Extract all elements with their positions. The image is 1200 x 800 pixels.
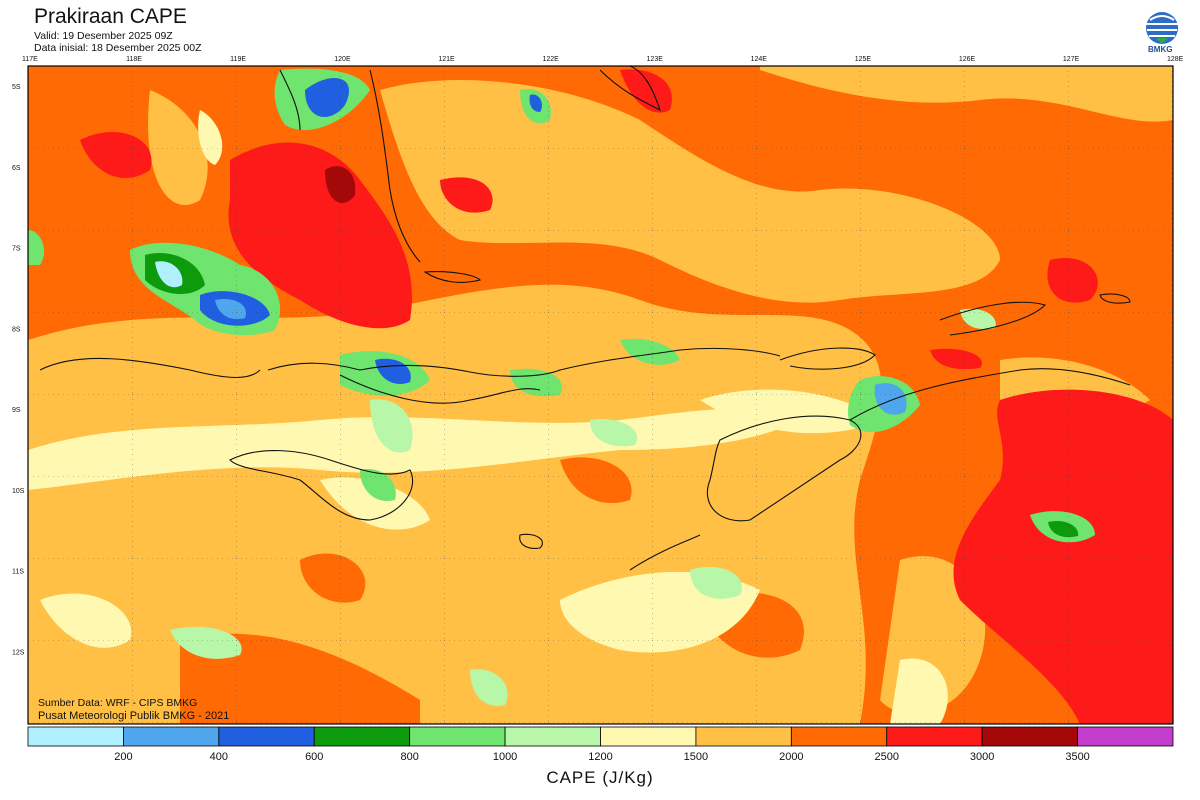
longitude-label: 121E bbox=[438, 56, 455, 63]
latitude-label: 12S bbox=[12, 649, 25, 656]
colorbar-tick-label: 1200 bbox=[588, 751, 612, 763]
colorbar-segment bbox=[504, 726, 601, 747]
longitude-label: 126E bbox=[959, 56, 976, 63]
longitude-label: 120E bbox=[334, 56, 351, 63]
colorbar-tick-label: 600 bbox=[305, 751, 323, 763]
colorbar-tick-label: 1500 bbox=[684, 751, 708, 763]
latitude-labels: 5S 6S 7S 8S 9S 10S 11S 12S bbox=[12, 84, 25, 656]
colorbar-segment bbox=[313, 726, 411, 747]
colorbar-segment bbox=[1077, 726, 1174, 747]
map-frame bbox=[27, 65, 1174, 725]
publisher-text: Pusat Meteorologi Publik BMKG - 2021 bbox=[38, 710, 230, 722]
longitude-label: 127E bbox=[1063, 56, 1080, 63]
latitude-label: 10S bbox=[12, 488, 25, 495]
colorbar-segment bbox=[27, 726, 124, 747]
data-source-text: Sumber Data: WRF - CIPS BMKG bbox=[38, 697, 198, 709]
latitude-label: 8S bbox=[12, 326, 21, 333]
colorbar-tick-label: 800 bbox=[400, 751, 418, 763]
colorbar-tick-label: 200 bbox=[114, 751, 132, 763]
map-title: Prakiraan CAPE bbox=[34, 5, 187, 28]
colorbar-segment bbox=[218, 726, 315, 747]
longitude-label: 124E bbox=[751, 56, 768, 63]
latitude-label: 11S bbox=[12, 569, 24, 576]
colorbar-tick-label: 2500 bbox=[875, 751, 899, 763]
longitude-label: 128E bbox=[1167, 56, 1184, 63]
longitude-label: 123E bbox=[647, 56, 664, 63]
colorbar-segment bbox=[123, 726, 220, 747]
longitude-label: 119E bbox=[230, 56, 246, 63]
colorbar-tick-label: 3500 bbox=[1065, 751, 1089, 763]
colorbar: 200 400 600 800 1000 1200 1500 2000 2500 3000 3500 bbox=[27, 726, 1174, 763]
colorbar-segment bbox=[600, 726, 697, 747]
colorbar-tick-label: 1000 bbox=[493, 751, 517, 763]
colorbar-segment bbox=[790, 726, 888, 747]
longitude-label: 118E bbox=[126, 56, 142, 63]
longitude-label: 125E bbox=[855, 56, 872, 63]
graticule bbox=[28, 66, 1173, 724]
colorbar-segment bbox=[886, 726, 983, 747]
valid-time: Valid: 19 Desember 2025 09Z bbox=[34, 30, 173, 42]
colorbar-segment bbox=[981, 726, 1078, 747]
colorbar-segment bbox=[695, 726, 792, 747]
colorbar-segment bbox=[409, 726, 506, 747]
latitude-label: 5S bbox=[12, 84, 21, 91]
colorbar-tick-label: 400 bbox=[210, 751, 228, 763]
logo-text: BMKG bbox=[1148, 45, 1173, 54]
colorbar-title: CAPE (J/Kg) bbox=[546, 768, 654, 787]
latitude-label: 9S bbox=[12, 407, 21, 414]
colorbar-tick-label: 3000 bbox=[970, 751, 994, 763]
bmkg-logo-icon bbox=[1146, 12, 1178, 44]
longitude-labels: 117E 118E 119E 120E 121E 122E 123E 124E 125E 126E… bbox=[22, 56, 1184, 63]
initial-time: Data inisial: 18 Desember 2025 00Z bbox=[34, 42, 202, 54]
longitude-label: 117E bbox=[22, 56, 38, 63]
colorbar-tick-label: 2000 bbox=[779, 751, 803, 763]
latitude-label: 6S bbox=[12, 165, 21, 172]
longitude-label: 122E bbox=[542, 56, 559, 63]
latitude-label: 7S bbox=[12, 246, 21, 253]
